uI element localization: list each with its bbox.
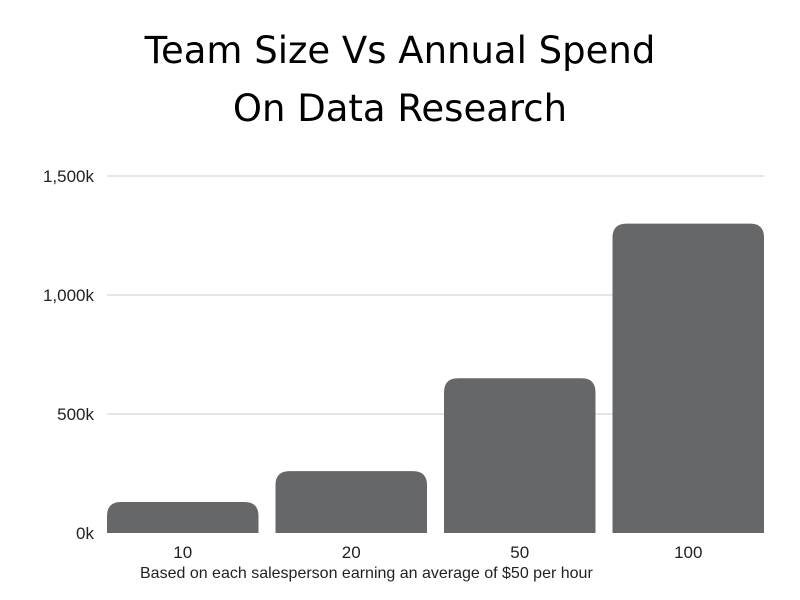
x-tick-label-20: 20 <box>342 543 361 562</box>
chart-title: Team Size Vs Annual Spend On Data Resear… <box>0 22 800 138</box>
y-tick-label-0: 0k <box>76 524 94 543</box>
bar-100 <box>612 223 764 533</box>
y-tick-label-3: 1,500k <box>43 167 95 186</box>
y-tick-label-2: 1,000k <box>43 286 95 305</box>
x-tick-label-100: 100 <box>674 543 702 562</box>
chart-title-line1: Team Size Vs Annual Spend <box>144 29 656 72</box>
chart-caption: Based on each salesperson earning an ave… <box>140 565 593 582</box>
y-tick-label-1: 500k <box>57 405 94 424</box>
chart-title-line2: On Data Research <box>232 87 568 130</box>
x-tick-label-50: 50 <box>510 543 529 562</box>
bar-50 <box>444 378 596 533</box>
x-tick-label-10: 10 <box>173 543 192 562</box>
bar-20 <box>275 471 427 533</box>
bar-10 <box>107 502 259 533</box>
